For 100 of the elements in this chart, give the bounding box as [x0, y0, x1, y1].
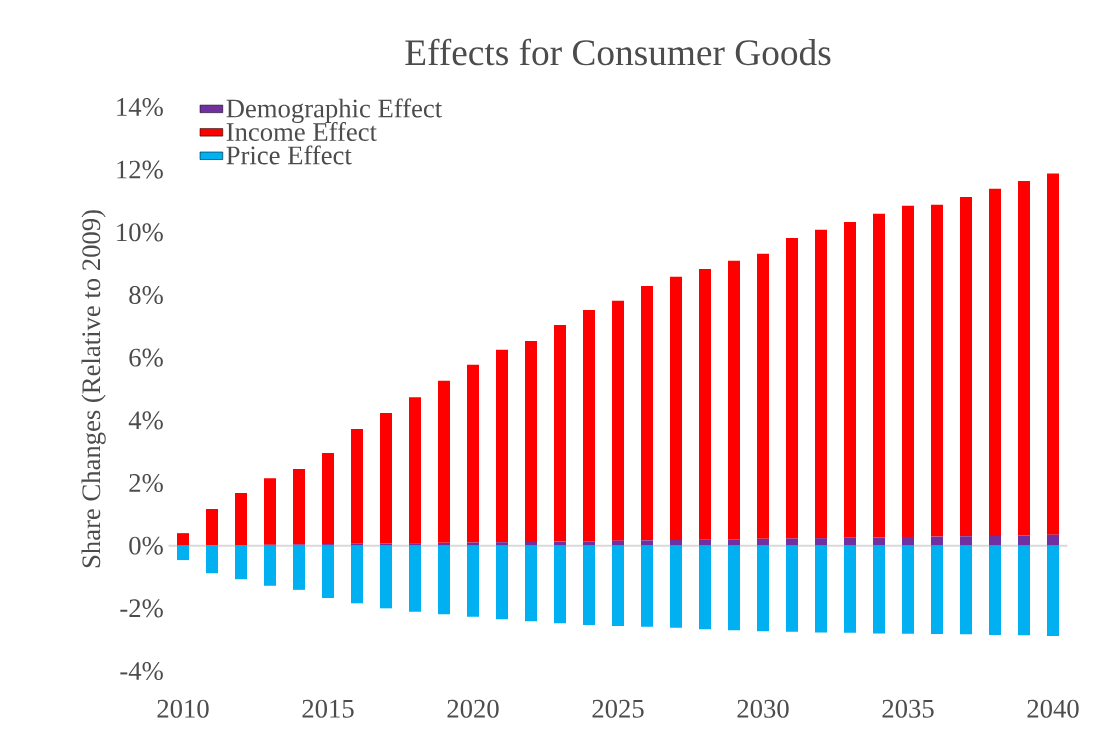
bar — [873, 537, 885, 546]
bar — [583, 310, 595, 542]
bar — [699, 539, 711, 546]
bar — [496, 542, 508, 546]
bar — [438, 542, 450, 546]
bar — [989, 188, 1001, 536]
bar — [612, 300, 624, 541]
bar — [989, 535, 1001, 546]
bar — [844, 221, 856, 538]
y-tick-label: 0% — [129, 536, 163, 555]
bar — [757, 545, 770, 632]
bar — [873, 545, 886, 634]
y-tick-label: 8% — [129, 285, 163, 305]
chart-title: Effects for Consumer Goods — [405, 38, 831, 66]
bar — [641, 540, 653, 546]
bar — [206, 509, 218, 546]
legend-label: Demographic Effect — [226, 98, 443, 124]
x-tick-label: 2025 — [592, 699, 644, 718]
y-tick-label: -4% — [120, 661, 163, 681]
bar — [873, 213, 885, 538]
bar — [496, 545, 509, 620]
bar — [467, 542, 479, 546]
y-tick-label: -2% — [120, 599, 163, 618]
bar — [815, 229, 827, 539]
bar — [322, 452, 334, 545]
y-tick-label: 14% — [117, 97, 163, 117]
bar — [931, 536, 943, 546]
bar — [583, 545, 595, 625]
bar — [786, 538, 799, 546]
bar — [206, 545, 218, 574]
bar — [699, 268, 711, 540]
bar — [989, 545, 1002, 635]
bar — [438, 545, 450, 615]
bar — [322, 545, 334, 598]
bar — [554, 325, 566, 542]
bar — [380, 543, 392, 546]
y-axis-title: Share Changes (Relative to 2009) — [81, 210, 106, 568]
bar — [670, 276, 683, 541]
bar — [525, 545, 538, 622]
x-tick-label: 2035 — [882, 699, 934, 718]
bar — [815, 545, 827, 633]
legend-label: Price Effect — [226, 145, 352, 165]
y-tick-label: 12% — [117, 160, 163, 179]
bar — [409, 545, 422, 612]
bar — [786, 237, 799, 539]
bar — [554, 545, 566, 624]
bar — [235, 545, 247, 580]
bar — [960, 196, 972, 537]
bar — [670, 540, 683, 546]
bar — [380, 413, 392, 544]
bar — [1018, 180, 1030, 536]
bar — [438, 380, 450, 543]
bar — [728, 545, 741, 631]
bar — [757, 253, 769, 539]
bar — [467, 545, 479, 617]
bar — [1047, 534, 1060, 546]
y-tick-label: 6% — [129, 348, 163, 367]
bar — [612, 540, 624, 546]
bar — [641, 545, 654, 627]
bar — [1018, 545, 1031, 636]
bar — [1018, 535, 1030, 546]
y-tick-label: 10% — [117, 223, 163, 242]
bar — [467, 364, 479, 543]
bar — [1047, 173, 1060, 535]
bar — [786, 545, 799, 632]
bar — [525, 541, 537, 546]
bar — [351, 545, 363, 604]
bar — [815, 538, 827, 546]
bar — [583, 541, 595, 546]
bar — [902, 536, 914, 546]
bar — [844, 537, 856, 546]
bar — [728, 539, 740, 546]
bar — [670, 545, 683, 628]
bar — [409, 397, 421, 544]
bar — [902, 545, 915, 634]
bar — [525, 341, 537, 542]
bar — [699, 545, 711, 630]
bar — [177, 545, 190, 561]
bar — [264, 545, 277, 586]
bar — [757, 538, 769, 546]
x-tick-label: 2010 — [157, 699, 209, 718]
bar — [960, 545, 972, 635]
bar — [728, 260, 740, 540]
bar — [380, 545, 393, 609]
bar — [931, 545, 943, 635]
y-tick-label: 4% — [128, 411, 163, 430]
x-tick-label: 2040 — [1027, 699, 1079, 718]
bar — [409, 543, 421, 546]
bar — [931, 204, 943, 537]
bar — [612, 545, 625, 626]
bar — [496, 349, 508, 543]
bar — [235, 493, 247, 546]
bar — [902, 205, 914, 537]
x-tick-label: 2015 — [302, 699, 354, 718]
bar — [554, 541, 566, 546]
bar — [960, 536, 972, 546]
x-tick-label: 2020 — [447, 699, 499, 718]
bar — [177, 533, 189, 546]
bar — [1047, 545, 1060, 636]
x-tick-label: 2030 — [737, 699, 789, 718]
